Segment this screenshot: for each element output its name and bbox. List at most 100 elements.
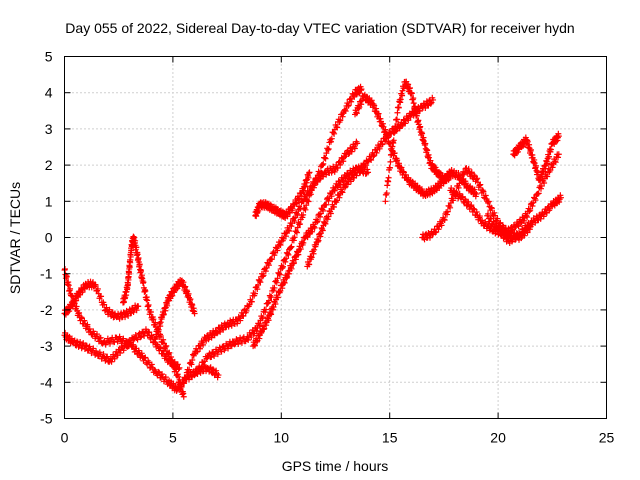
data-point (383, 190, 390, 197)
data-point (295, 251, 302, 258)
data-point (384, 133, 391, 140)
data-point (334, 165, 341, 172)
data-point (527, 146, 534, 153)
data-point (418, 186, 425, 193)
data-point (557, 194, 564, 201)
data-point (374, 111, 381, 118)
data-point (526, 223, 533, 230)
data-point (353, 109, 360, 116)
data-point (472, 189, 479, 196)
data-point (341, 184, 348, 191)
data-point (79, 289, 86, 296)
data-point (272, 300, 279, 307)
data-point (430, 96, 437, 103)
data-point (334, 124, 341, 131)
data-point (325, 213, 332, 220)
data-point (152, 319, 159, 326)
data-point (520, 217, 527, 224)
y-tick-label: 4 (45, 85, 53, 101)
data-point (271, 284, 278, 291)
data-point (94, 331, 101, 338)
data-point (398, 164, 405, 171)
data-point (270, 304, 277, 311)
data-point (269, 256, 276, 263)
data-point (443, 211, 450, 218)
data-point (473, 191, 480, 198)
data-point (400, 168, 407, 175)
data-point (549, 164, 556, 171)
data-point (288, 243, 295, 250)
data-point (538, 183, 545, 190)
data-point (395, 160, 402, 167)
data-point (540, 213, 547, 220)
data-point (289, 205, 296, 212)
data-point (120, 347, 127, 354)
x-tick-label: 20 (490, 430, 506, 446)
data-point (123, 343, 130, 350)
data-point (133, 244, 140, 251)
data-point (506, 228, 513, 235)
series-layer (61, 78, 564, 400)
data-point (517, 220, 524, 227)
data-point (306, 169, 313, 176)
data-point (351, 145, 358, 152)
data-point (172, 366, 179, 373)
data-point (328, 138, 335, 145)
data-point (101, 301, 108, 308)
x-axis-label: GPS time / hours (282, 458, 389, 474)
data-point (264, 300, 271, 307)
data-point (176, 364, 183, 371)
data-point (288, 223, 295, 230)
data-point (259, 314, 266, 321)
data-point (314, 177, 321, 184)
data-point (495, 226, 502, 233)
data-point (266, 297, 273, 304)
data-point (319, 227, 326, 234)
data-point (260, 326, 267, 333)
data-point (347, 178, 354, 185)
tick-layer: 0 5 10 15 20 25 -5 -4 -3 -2 -1 0 1 2 3 4 5 (40, 49, 614, 446)
data-point (456, 190, 463, 197)
data-point (340, 158, 347, 165)
data-point (514, 222, 521, 229)
data-point (76, 309, 83, 316)
data-point (328, 135, 335, 142)
data-point (251, 290, 258, 297)
data-point (188, 361, 195, 368)
data-point (257, 279, 264, 286)
data-point (303, 202, 310, 209)
y-tick-label: -4 (40, 374, 53, 390)
data-point (253, 338, 260, 345)
data-point (281, 279, 288, 286)
data-point (310, 184, 317, 191)
data-point (510, 226, 517, 233)
data-point (147, 308, 154, 315)
data-point (324, 146, 331, 153)
y-tick-label: 1 (45, 193, 53, 209)
data-point (320, 173, 327, 180)
data-point (284, 213, 291, 220)
x-tick-label: 15 (382, 430, 398, 446)
data-point (155, 368, 162, 375)
data-point (455, 184, 462, 191)
data-point (265, 317, 272, 324)
x-tick-label: 10 (274, 430, 290, 446)
data-point (135, 303, 142, 310)
data-point (188, 373, 195, 380)
data-point (375, 110, 382, 117)
data-point (341, 106, 348, 113)
data-point (254, 286, 261, 293)
data-point (523, 226, 530, 233)
data-point (131, 234, 138, 241)
series-arc-p (484, 192, 564, 246)
data-point (262, 268, 269, 275)
data-point (424, 101, 431, 108)
data-point (524, 214, 531, 221)
data-point (153, 333, 160, 340)
data-point (344, 181, 351, 188)
data-point (368, 157, 375, 164)
data-point (111, 355, 118, 362)
data-point (330, 129, 337, 136)
data-point (276, 270, 283, 277)
data-point (276, 271, 283, 278)
